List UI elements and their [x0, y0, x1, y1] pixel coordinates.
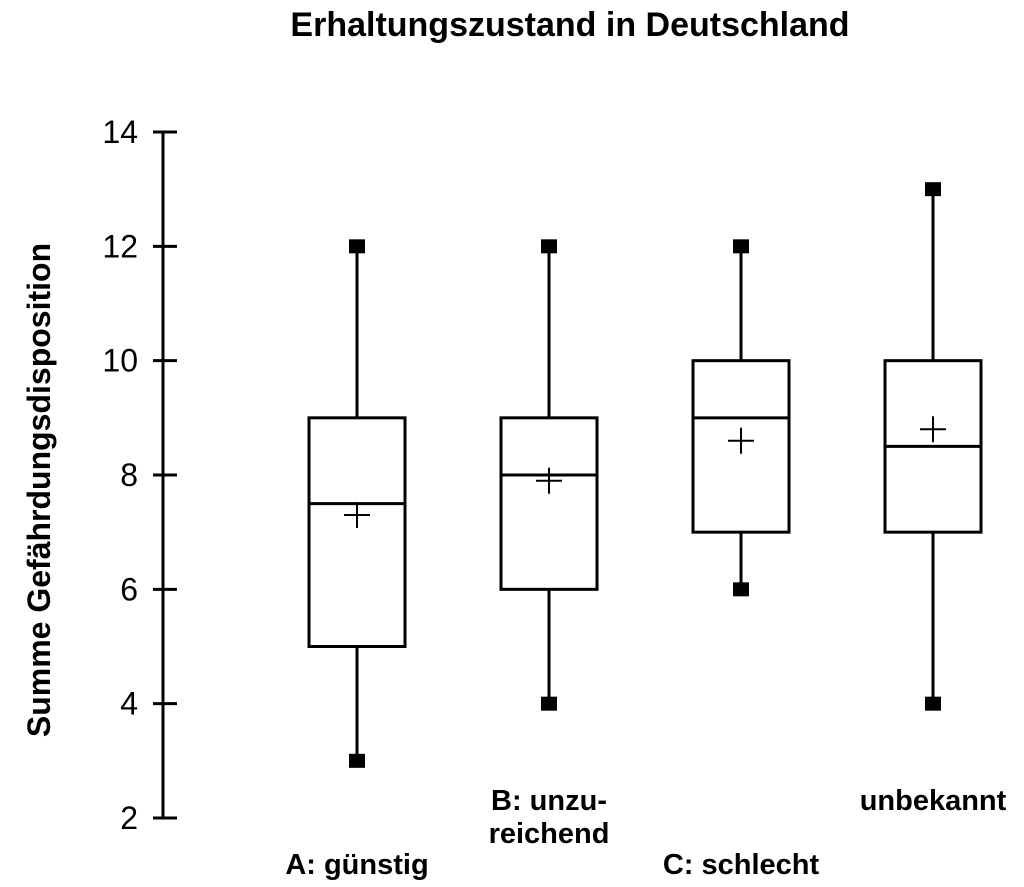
- y-tick-label: 8: [120, 457, 138, 493]
- max-marker: [349, 239, 365, 254]
- y-tick-label: 12: [102, 228, 138, 264]
- max-marker: [925, 182, 941, 197]
- min-marker: [349, 753, 365, 768]
- iqr-box: [307, 416, 407, 649]
- y-tick-label: 10: [102, 343, 138, 379]
- box-1: [307, 239, 407, 768]
- y-tick-label: 2: [120, 800, 138, 836]
- box-2: [499, 239, 599, 711]
- max-marker: [541, 239, 557, 254]
- max-marker: [733, 239, 749, 254]
- chart-title: Erhaltungszustand in Deutschland: [290, 6, 849, 44]
- category-label: B: unzu-: [491, 785, 607, 817]
- min-marker: [733, 582, 749, 597]
- category-label: reichend: [489, 818, 610, 850]
- iqr-box: [499, 416, 599, 591]
- y-tick-label: 6: [120, 571, 138, 607]
- min-marker: [925, 696, 941, 711]
- y-tick-label: 4: [120, 686, 138, 722]
- category-label: A: günstig: [285, 849, 428, 881]
- y-axis: 2 4 6 8 10 12 14: [102, 114, 177, 836]
- category-label: C: schlecht: [663, 849, 820, 881]
- min-marker: [541, 696, 557, 711]
- category-labels: A: günstig B: unzu-reichend C: schlecht unb…: [285, 785, 1006, 881]
- box-4: [883, 182, 983, 711]
- y-axis-label: Summe Gefährdungsdisposition: [21, 243, 57, 737]
- box-plot-series: [307, 182, 983, 768]
- box-3: [691, 239, 791, 597]
- y-tick-label: 14: [102, 114, 138, 150]
- category-label: unbekannt: [860, 785, 1007, 817]
